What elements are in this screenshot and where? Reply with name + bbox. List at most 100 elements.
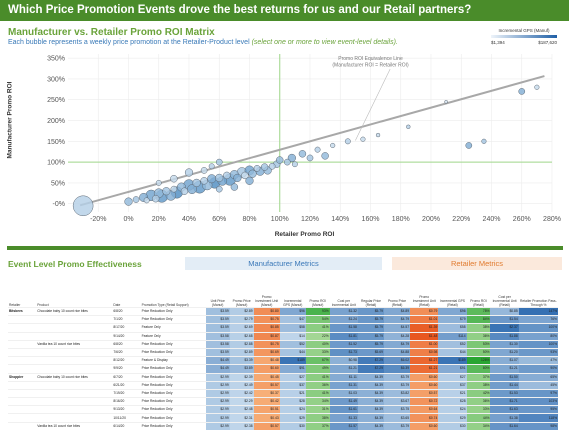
table-cell: 41%: [305, 323, 330, 333]
promo-bubble[interactable]: [330, 142, 336, 149]
promo-bubble[interactable]: [534, 84, 540, 90]
table-row[interactable]: 8/16/20 Price Reduction Only $2.99 $2.29 $0.…: [8, 397, 558, 406]
promo-bubble[interactable]: [200, 177, 208, 185]
table-row[interactable]: 7/1/20 Price Reduction Only $3.59 $2.79 $0.7…: [8, 315, 558, 324]
table-cell: [36, 406, 112, 414]
promo-bubble[interactable]: [253, 165, 261, 172]
table-cell: $5.79: [357, 307, 384, 316]
table-cell: $0.69: [253, 348, 280, 357]
promo-bubble[interactable]: [132, 196, 140, 203]
promo-bubble[interactable]: [344, 138, 351, 145]
table-cell: 38%: [466, 323, 491, 333]
table-cell: $79: [438, 315, 467, 324]
promo-bubble[interactable]: [155, 179, 162, 186]
table-row[interactable]: 9/9/20 Price Reduction Only $4.49 $3.89 $0.6…: [8, 364, 558, 373]
table-cell: $2.89: [229, 307, 254, 316]
x-tick-label: 20%: [152, 216, 166, 223]
promo-bubble[interactable]: [215, 185, 223, 193]
table-cell: Price Reduction Only: [141, 317, 173, 322]
promo-bubble[interactable]: [314, 146, 321, 153]
table-row[interactable]: 6/21/20 Price Reduction Only $2.99 $2.49 $0.…: [8, 381, 558, 390]
table-cell: [8, 398, 36, 406]
table-cell: [8, 422, 36, 430]
promo-bubble[interactable]: [208, 163, 215, 170]
column-header: Product: [37, 303, 49, 307]
table-cell: [8, 365, 36, 373]
table-cell: $0.45: [253, 373, 280, 382]
promo-bubble[interactable]: [230, 183, 239, 191]
promo-bubble[interactable]: [170, 175, 178, 183]
promo-bubble[interactable]: [192, 178, 201, 187]
table-row[interactable]: Bitsbees Chocolate baby 10 count rice bit…: [8, 307, 558, 316]
table-cell: 97%: [518, 389, 558, 398]
promo-bubble[interactable]: [233, 173, 242, 183]
promo-bubble[interactable]: [260, 163, 269, 171]
table-cell: 7/19/20: [113, 390, 125, 395]
table-cell: $2.99: [205, 413, 230, 423]
table-cell: Price Reduction Only: [141, 423, 173, 428]
table-row[interactable]: Shoppier Chocolate baby 10 count rice bit…: [8, 373, 558, 382]
table-cell: $3.75: [383, 405, 411, 414]
table-cell: 93%: [518, 348, 558, 357]
promo-bubble[interactable]: [241, 171, 249, 180]
promo-bubble[interactable]: [223, 171, 231, 180]
promo-bubble[interactable]: [170, 185, 178, 193]
table-row[interactable]: Vanilla tea 10 count rice bites 6/8/20 Pri…: [8, 340, 558, 349]
table-cell: $4.49: [205, 364, 230, 373]
table-cell: 40%: [305, 340, 330, 349]
promo-bubble[interactable]: [143, 197, 150, 204]
promo-bubble[interactable]: [518, 88, 526, 95]
promo-bubble[interactable]: [321, 152, 329, 160]
table-row[interactable]: 9/13/20 Price Reduction Only $2.99 $2.48 $0.…: [8, 405, 558, 414]
promo-bubble[interactable]: [162, 187, 171, 196]
promo-bubble[interactable]: [360, 136, 366, 142]
promo-bubble[interactable]: [287, 153, 296, 163]
promo-bubble[interactable]: [283, 158, 291, 166]
promo-bubble[interactable]: [215, 173, 224, 183]
table-cell: [36, 414, 112, 422]
table-cell: [36, 357, 112, 365]
table-cell: $4.39: [357, 422, 384, 430]
table-cell: 6/7/20: [113, 374, 123, 379]
promo-bubble[interactable]: [248, 169, 257, 178]
x-tick-label: 120%: [301, 216, 319, 223]
promo-bubble[interactable]: [245, 176, 254, 185]
promo-bubble[interactable]: [152, 194, 160, 203]
promo-bubble[interactable]: [72, 195, 94, 217]
table-cell: Shoppier: [9, 374, 24, 379]
promo-bubble[interactable]: [406, 124, 411, 129]
table-cell: 10/11/20: [113, 415, 126, 420]
table-row[interactable]: 8/17/20 Feature Only $3.59 $2.69 $0.85 $58 41%…: [8, 323, 558, 333]
promo-bubble[interactable]: [276, 156, 284, 164]
promo-bubble[interactable]: [180, 187, 189, 195]
promo-bubble[interactable]: [481, 138, 487, 144]
promo-bubble[interactable]: [306, 154, 314, 162]
promo-bubble[interactable]: [375, 132, 381, 138]
table-row[interactable]: 7/6/20 Price Reduction Only $3.59 $2.89 $0.6…: [8, 348, 558, 357]
promo-bubble[interactable]: [207, 174, 217, 184]
promo-bubble[interactable]: [291, 161, 298, 168]
table-cell: $1.24: [329, 315, 358, 324]
table-cell: $2.88: [229, 340, 254, 349]
column-header: Retailer Promotion Pass-Through %: [520, 299, 557, 307]
promo-bubble[interactable]: [268, 162, 276, 170]
x-tick-label: 180%: [392, 216, 410, 223]
table-cell: $0.51: [253, 405, 280, 414]
table-row[interactable]: 8/12/20 Feature & Display $4.49 $3.39 $0.48 $…: [8, 356, 558, 365]
promo-bubble[interactable]: [215, 158, 223, 166]
promo-bubble[interactable]: [124, 197, 133, 206]
promo-bubble[interactable]: [200, 167, 208, 174]
promo-bubble[interactable]: [298, 150, 307, 158]
roi-scatter-chart[interactable]: -20% 0% 20% 40% 60% 80% 100% 120% 140% 160% 180% 20…: [0, 44, 569, 242]
promo-bubble[interactable]: [444, 100, 448, 104]
promo-bubble[interactable]: [184, 168, 194, 177]
table-row[interactable]: 9/14/20 Feature Only $3.58 $2.68 $0.87 $14 22%…: [8, 332, 558, 341]
table-row[interactable]: 10/11/20 Price Reduction Only $2.99 $2.31 $0…: [8, 413, 558, 423]
table-row[interactable]: 7/19/20 Price Reduction Only $2.99 $2.42 $0.…: [8, 389, 558, 398]
table-row[interactable]: Vanilla tea 10 count rice bites 6/14/20 Pr…: [8, 422, 558, 430]
table-cell: $1.81: [329, 332, 358, 341]
table-cell: $0.60: [253, 364, 280, 373]
promo-bubble[interactable]: [465, 142, 473, 149]
table-cell: $1.61: [329, 405, 358, 414]
equivalence-annotation: Promo ROI Equivalence Line (Manufacturer …: [332, 56, 409, 69]
